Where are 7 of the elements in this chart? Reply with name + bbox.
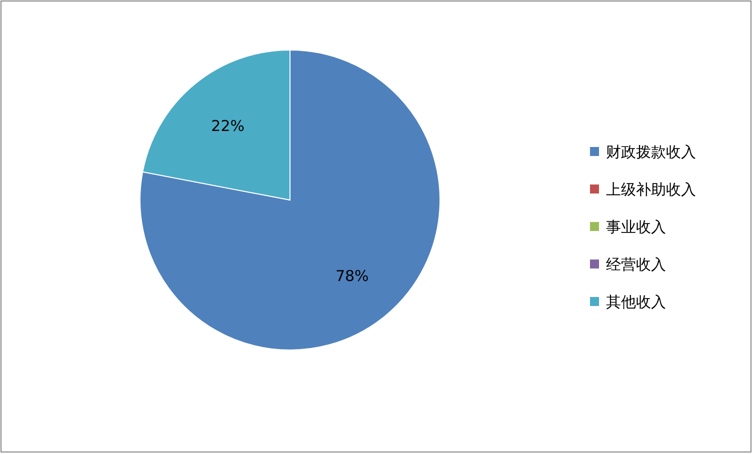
data-label: 22% <box>211 116 245 135</box>
legend-label: 事业收入 <box>606 218 666 236</box>
legend-label: 财政拨款收入 <box>606 143 696 161</box>
data-label: 78% <box>335 267 369 286</box>
legend-label: 其他收入 <box>606 293 666 311</box>
legend-label: 经营收入 <box>606 256 666 274</box>
legend-label: 上级补助收入 <box>606 180 696 198</box>
